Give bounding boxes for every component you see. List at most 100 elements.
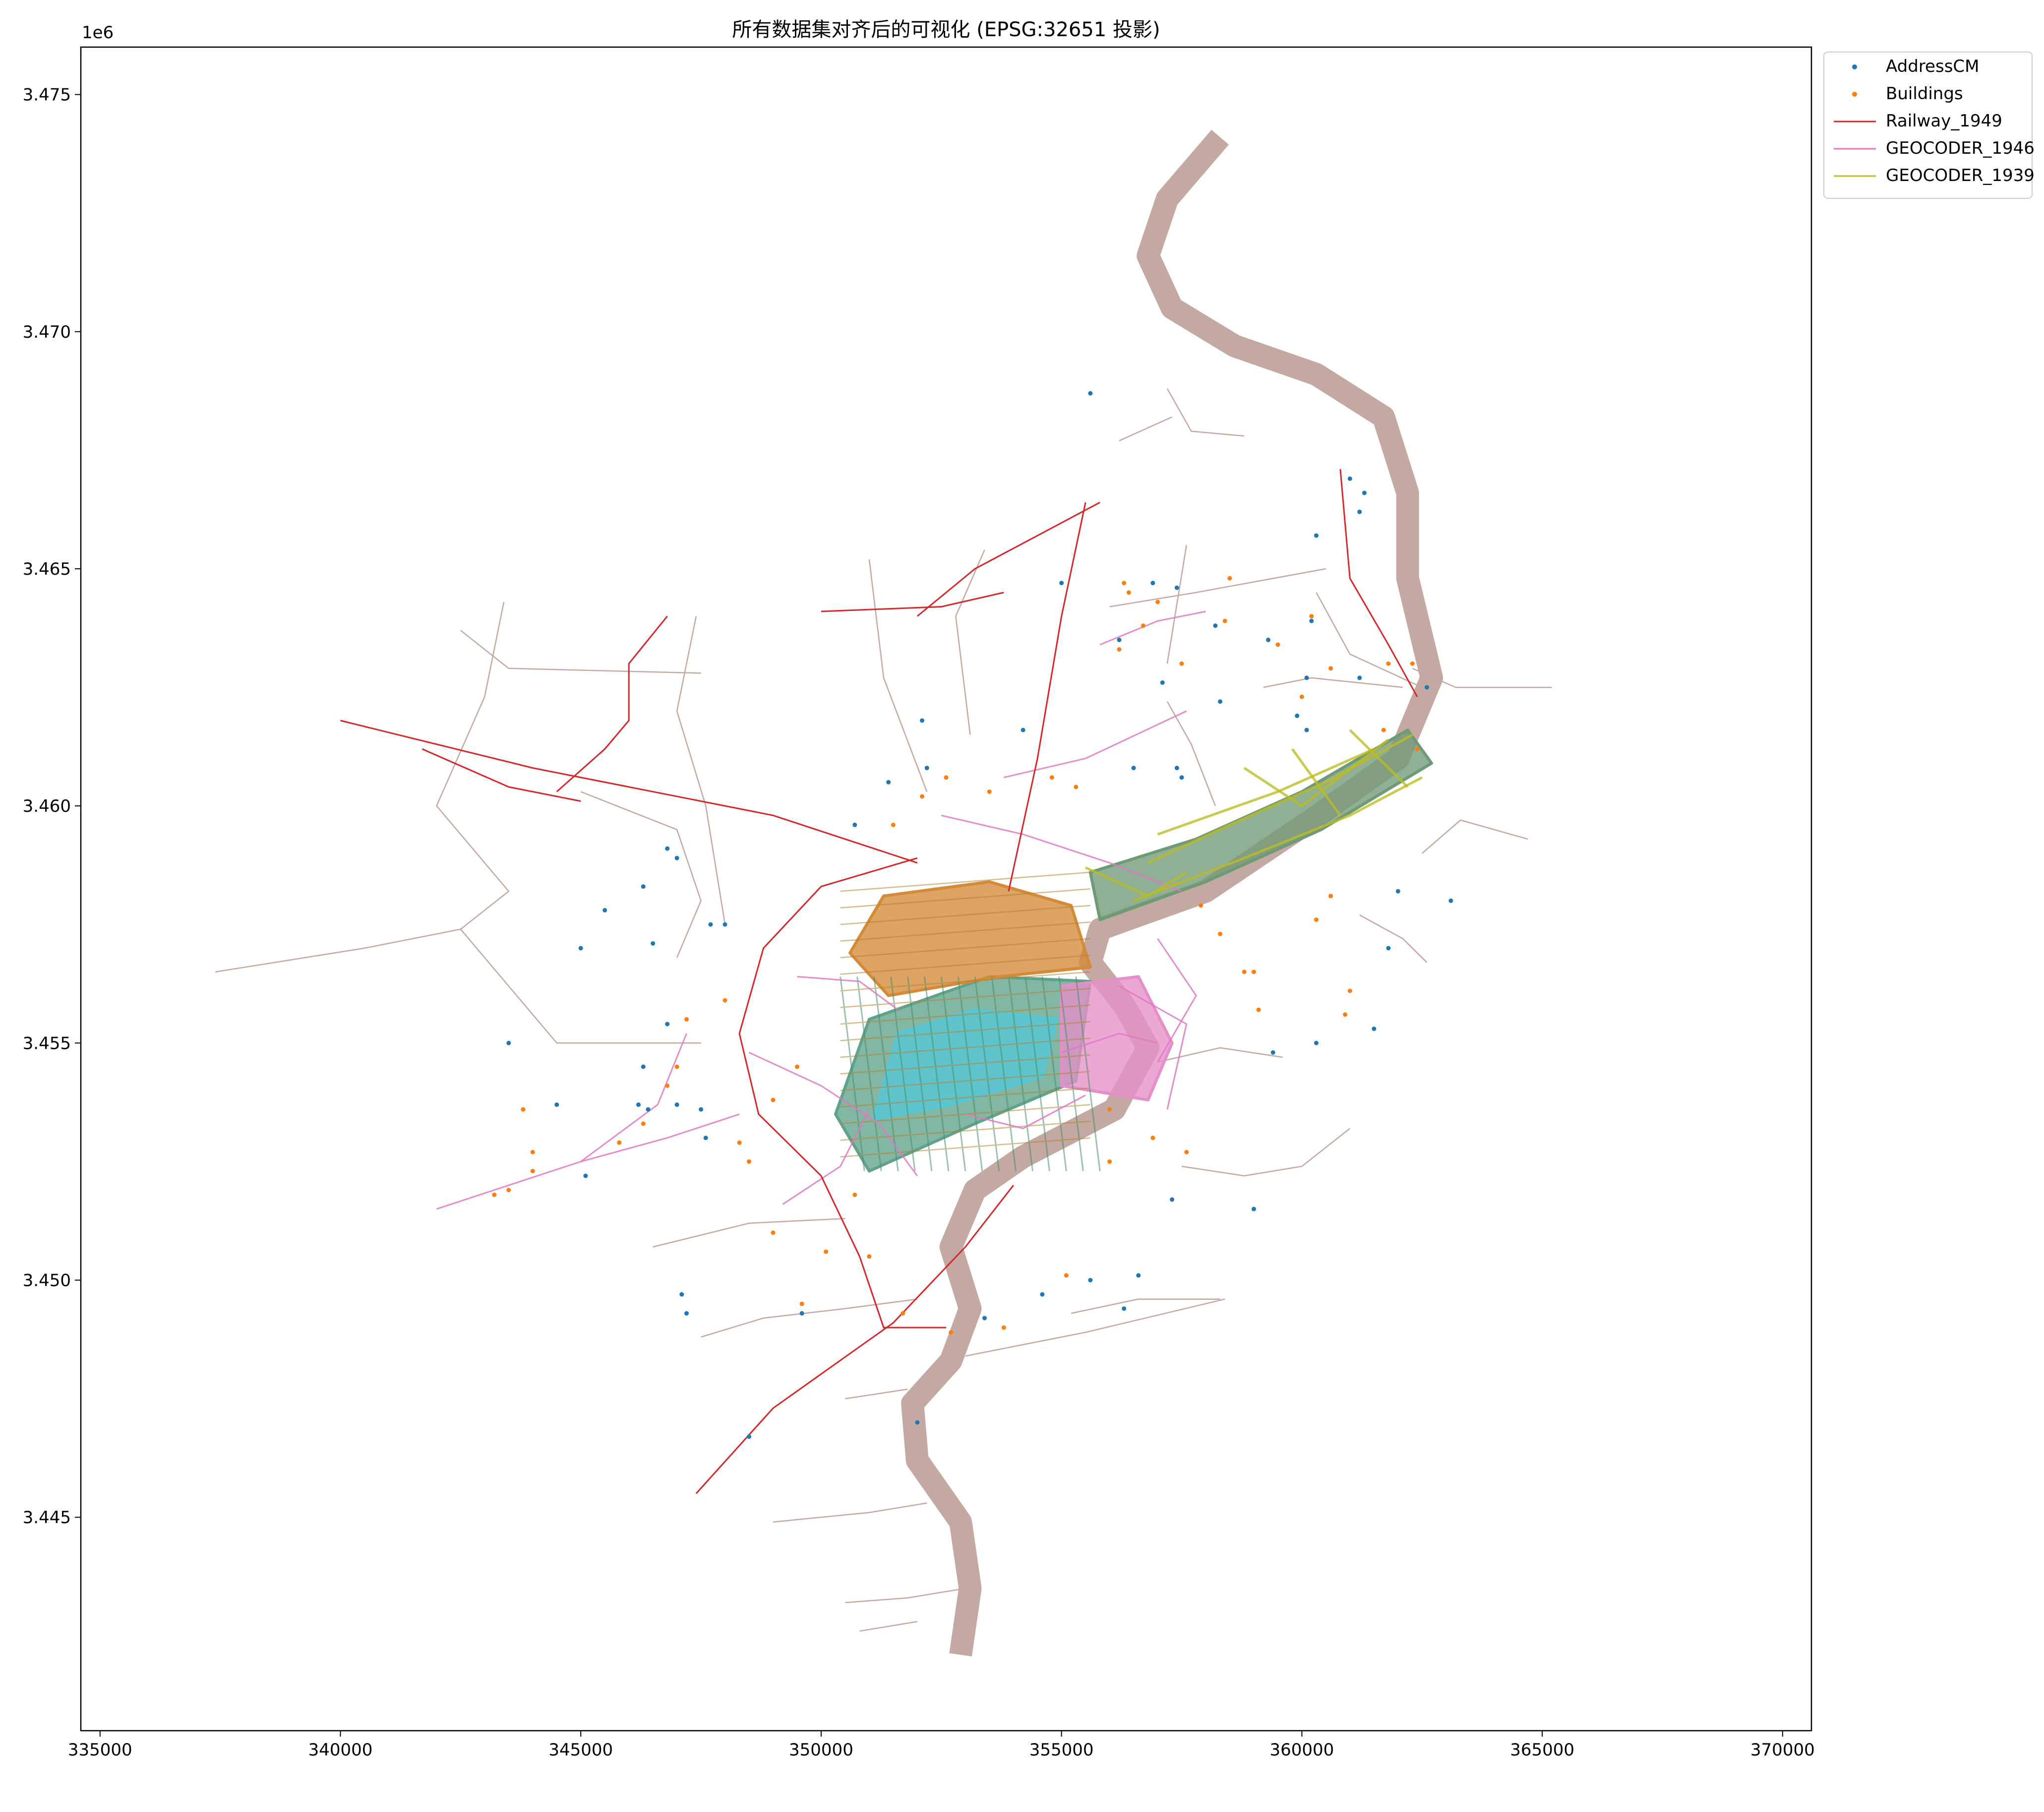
address-point-19 — [1131, 766, 1136, 771]
grid-street — [1024, 976, 1050, 1171]
x-tick-label: 355000 — [1029, 1740, 1094, 1760]
building-point-8 — [1299, 694, 1304, 699]
geocoder-1939-street-3 — [1243, 738, 1389, 808]
address-point-17 — [1174, 766, 1179, 771]
railway-line-0 — [340, 720, 918, 864]
address-point-52 — [1170, 1197, 1175, 1202]
address-point-12 — [1304, 675, 1309, 680]
building-point-22 — [1328, 894, 1333, 899]
geocoder-1946-street-9 — [782, 1109, 870, 1205]
address-point-53 — [1251, 1207, 1256, 1211]
x-axis: 335000 340000 345000 350000 355000 360000 3650… — [68, 1731, 1815, 1760]
address-point-49 — [1088, 1277, 1093, 1282]
y-tick-label: 3.460 — [23, 796, 71, 816]
geocoder-1946-street-10 — [965, 1094, 1086, 1130]
legend: AddressCM Buildings Railway_1949 GEOCODER_1… — [1823, 52, 2035, 199]
minor-road-19 — [1071, 1298, 1220, 1314]
building-point-40 — [771, 1230, 776, 1235]
address-point-6 — [1266, 637, 1271, 642]
y-axis-offset-label: 1e6 — [82, 23, 114, 43]
building-point-20 — [920, 794, 925, 799]
legend-entry-geocoder-1939: GEOCODER_1939 — [1834, 166, 2035, 185]
building-point-38 — [641, 1121, 646, 1126]
minor-road-10 — [1263, 677, 1403, 688]
geocoder-1939-layer — [1085, 729, 1423, 902]
geocoder-1946-street-1 — [580, 1033, 687, 1162]
building-point-28 — [674, 1064, 679, 1069]
legend-entry-buildings: Buildings — [1852, 84, 1963, 104]
building-point-26 — [1256, 1007, 1261, 1012]
y-axis: 3.445 3.450 3.455 3.460 3.465 3.470 3.475 — [23, 85, 81, 1528]
building-point-9 — [1275, 642, 1280, 647]
building-point-34 — [521, 1107, 526, 1112]
grid-street — [840, 1021, 1090, 1041]
address-point-29 — [708, 922, 713, 927]
address-point-25 — [665, 846, 670, 851]
legend-box — [1823, 52, 2033, 199]
grid-street — [840, 1104, 1090, 1125]
grid-street — [873, 976, 899, 1171]
y-tick-label: 3.475 — [23, 85, 71, 105]
address-point-5 — [1218, 699, 1223, 704]
building-point-12 — [1386, 661, 1391, 666]
address-point-45 — [684, 1311, 689, 1316]
building-point-2 — [1227, 576, 1232, 581]
address-point-10 — [1357, 509, 1362, 514]
minor-road-9 — [1316, 592, 1423, 688]
building-point-32 — [617, 1140, 622, 1145]
address-point-16 — [1304, 727, 1309, 732]
building-point-10 — [1309, 614, 1314, 619]
railway-line-2 — [556, 615, 668, 792]
geocoder-1939-street-1 — [1133, 776, 1423, 902]
geocoder-1939-street-5 — [1349, 729, 1409, 788]
legend-label: GEOCODER_1939 — [1886, 166, 2035, 185]
minor-road-15 — [1421, 819, 1528, 854]
railway-line-1 — [421, 748, 581, 802]
grid-street — [840, 1120, 1090, 1141]
address-point-62 — [1059, 581, 1064, 586]
geocoder-1946-layer — [436, 610, 1206, 1210]
building-point-3 — [1141, 623, 1145, 628]
building-point-13 — [1410, 661, 1415, 666]
geocoder-1939-street-6 — [1085, 866, 1188, 898]
railway-line-3 — [738, 857, 918, 1257]
address-point-21 — [1021, 727, 1025, 732]
address-point-23 — [924, 766, 929, 771]
minor-road-20 — [965, 1298, 1225, 1357]
chart-title: 所有数据集对齐后的可视化 (EPSG:32651 投影) — [732, 18, 1160, 41]
minor-road-1 — [435, 602, 510, 930]
minor-road-23 — [773, 1502, 927, 1523]
grid-street — [940, 976, 966, 1171]
building-point-37 — [530, 1169, 535, 1174]
address-point-61 — [747, 1434, 752, 1439]
building-point-42 — [867, 1254, 872, 1259]
address-point-58 — [1314, 1040, 1319, 1045]
street-grid-texture — [840, 871, 1101, 1171]
address-point-26 — [641, 884, 646, 889]
grid-street — [840, 1054, 1090, 1075]
geocoder-1946-street-8 — [1099, 610, 1206, 646]
address-point-37 — [636, 1102, 641, 1107]
grid-street — [840, 871, 1090, 892]
building-point-6 — [1126, 590, 1131, 595]
geocoder-1939-street-0 — [1147, 733, 1413, 864]
address-point-32 — [578, 946, 583, 951]
building-point-47 — [1064, 1273, 1069, 1278]
address-point-41 — [641, 1064, 646, 1069]
grid-street — [840, 988, 1090, 1008]
address-point-11 — [1309, 618, 1314, 623]
legend-entry-geocoder-1946: GEOCODER_1946 — [1834, 138, 2035, 158]
grid-street — [840, 1004, 1090, 1025]
y-tick-label: 3.445 — [23, 1508, 71, 1528]
grid-street — [1075, 976, 1101, 1171]
y-tick-label: 3.450 — [23, 1270, 71, 1290]
minor-road-5 — [868, 559, 928, 792]
geocoder-1946-street-5 — [748, 1052, 918, 1176]
building-points-layer — [492, 576, 1420, 1335]
building-point-54 — [737, 1140, 742, 1145]
grid-street — [840, 1071, 1090, 1091]
legend-marker — [1852, 64, 1857, 69]
address-point-57 — [1372, 1027, 1377, 1031]
address-point-39 — [699, 1107, 704, 1112]
